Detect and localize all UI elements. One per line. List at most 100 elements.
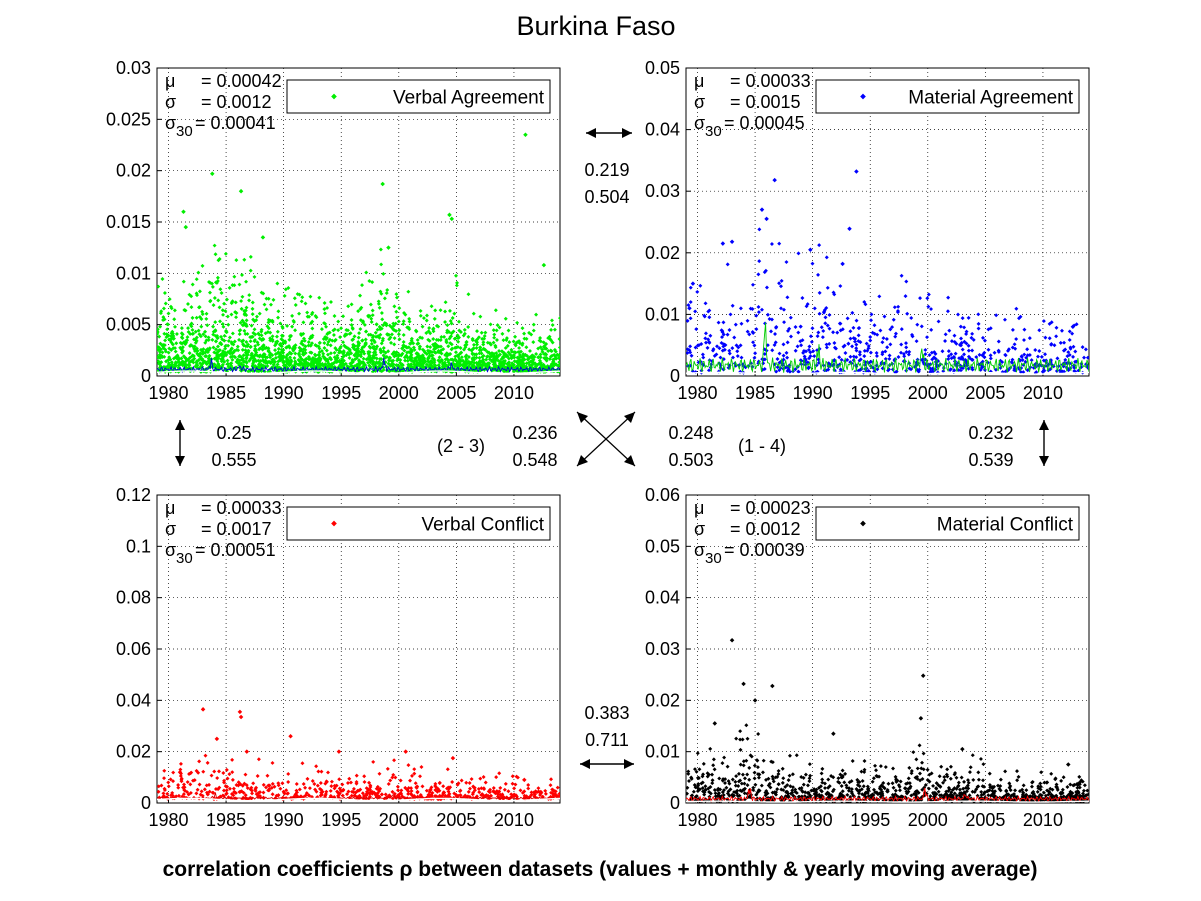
data-point xyxy=(438,344,443,349)
data-point xyxy=(741,763,746,768)
data-point xyxy=(891,766,896,771)
data-point xyxy=(701,761,706,766)
data-point xyxy=(980,784,985,789)
data-point xyxy=(248,339,253,344)
plot-area xyxy=(685,67,1090,377)
data-point xyxy=(197,305,202,310)
x-tick-label: 1985 xyxy=(735,810,775,830)
data-point xyxy=(412,771,417,776)
data-point xyxy=(246,369,251,374)
data-point xyxy=(436,324,441,329)
data-point xyxy=(713,794,718,799)
data-point xyxy=(204,348,209,353)
data-point xyxy=(907,765,912,770)
data-point xyxy=(211,303,216,308)
data-point xyxy=(550,787,555,792)
data-point xyxy=(204,361,209,366)
data-point xyxy=(807,762,812,767)
data-point xyxy=(1055,356,1060,361)
data-point xyxy=(301,347,306,351)
x-tick-label: 1980 xyxy=(677,383,717,403)
data-point xyxy=(280,350,285,355)
data-point xyxy=(366,349,371,354)
data-point xyxy=(183,359,188,364)
data-point xyxy=(780,780,785,785)
data-point xyxy=(331,333,336,338)
mu-symbol: μ xyxy=(694,71,704,91)
legend-label: Verbal Conflict xyxy=(421,515,544,536)
data-point xyxy=(453,336,458,341)
data-point xyxy=(1003,769,1008,774)
data-point xyxy=(401,340,406,345)
data-point xyxy=(367,279,372,283)
data-point xyxy=(216,344,220,349)
data-point xyxy=(1054,334,1059,339)
data-point xyxy=(407,316,412,321)
data-point xyxy=(710,781,715,786)
data-point xyxy=(770,790,775,795)
data-point xyxy=(710,772,715,777)
data-point-outlier xyxy=(541,262,547,268)
y-tick-label: 0.04 xyxy=(645,588,680,608)
data-point xyxy=(408,358,413,363)
data-point xyxy=(425,344,430,349)
monthly-average-line xyxy=(686,322,1089,373)
data-point xyxy=(1071,344,1076,349)
data-point xyxy=(332,355,337,360)
data-point xyxy=(687,779,691,783)
data-point xyxy=(200,263,205,268)
data-point xyxy=(945,767,950,772)
data-point xyxy=(324,324,329,329)
data-point xyxy=(264,345,269,350)
data-point xyxy=(831,775,836,780)
data-point xyxy=(157,334,162,339)
data-point xyxy=(776,782,781,787)
data-point xyxy=(479,330,484,335)
data-point xyxy=(223,251,228,256)
data-point xyxy=(520,790,525,795)
legend-box xyxy=(286,506,551,541)
data-point xyxy=(796,251,801,256)
data-point xyxy=(243,323,248,328)
data-point xyxy=(385,288,390,292)
data-point xyxy=(1013,788,1018,793)
data-point xyxy=(826,785,831,790)
data-point xyxy=(863,791,868,795)
data-point xyxy=(350,338,355,343)
data-point xyxy=(466,359,471,364)
y-tick-label: 0 xyxy=(141,366,151,386)
data-point xyxy=(392,304,397,309)
data-point xyxy=(474,352,479,357)
sigma-symbol: σ xyxy=(165,92,176,112)
data-point xyxy=(920,760,925,765)
data-point xyxy=(956,780,961,785)
data-point xyxy=(959,775,964,780)
x-tick-label: 2005 xyxy=(436,810,476,830)
data-point xyxy=(406,345,411,350)
x-tick-label: 1995 xyxy=(321,383,361,403)
data-point xyxy=(543,791,548,796)
data-point xyxy=(405,350,410,355)
data-point xyxy=(736,779,741,784)
mu-value: = 0.00033 xyxy=(730,71,811,91)
data-point xyxy=(548,783,553,788)
data-point xyxy=(164,335,169,340)
legend-marker xyxy=(331,93,337,100)
data-point-outlier xyxy=(260,235,266,240)
data-point xyxy=(194,346,199,351)
data-point xyxy=(823,315,828,320)
data-point xyxy=(893,788,898,793)
legend-marker xyxy=(860,93,866,100)
data-point xyxy=(745,736,750,741)
data-point xyxy=(926,786,931,791)
data-point xyxy=(484,357,489,362)
data-point xyxy=(738,729,743,734)
data-point xyxy=(760,770,765,775)
data-point xyxy=(890,781,895,786)
data-point xyxy=(929,327,934,332)
data-point xyxy=(996,783,1000,788)
data-point xyxy=(250,312,255,317)
data-point xyxy=(276,315,281,320)
data-point xyxy=(196,270,201,275)
